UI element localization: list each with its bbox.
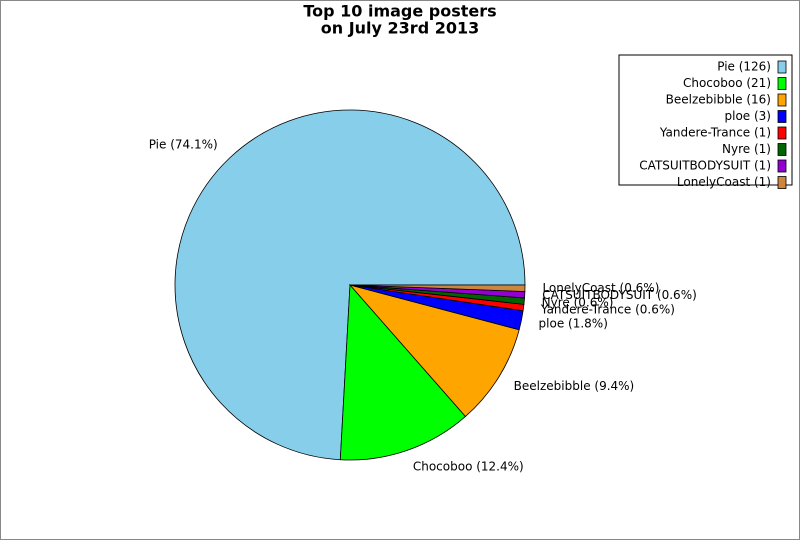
legend-box	[618, 54, 793, 186]
slice-label: Nyre (0.6%)	[542, 295, 614, 309]
legend-swatch	[777, 110, 787, 123]
legend-swatch	[777, 93, 787, 107]
legend-swatch	[777, 60, 787, 74]
legend-swatch	[777, 159, 787, 173]
slice-label: Yandere-Trance (0.6%)	[540, 302, 675, 316]
pie-slice	[339, 284, 467, 461]
legend-label: Nyre (1)	[722, 142, 771, 156]
slice-label: Beelzebibble (9.4%)	[514, 379, 635, 393]
legend-label: Chocoboo (21)	[683, 76, 771, 90]
legend-label: LonelyCoast (1)	[677, 175, 771, 189]
slice-label: LonelyCoast (0.6%)	[542, 281, 659, 295]
legend-label: ploe (3)	[725, 109, 772, 123]
legend-swatch	[777, 176, 787, 189]
legend-swatch	[777, 77, 787, 90]
slice-label: CATSUITBODYSUIT (0.6%)	[542, 288, 697, 302]
chart-title: on July 23rd 2013	[321, 19, 480, 38]
pie-slice	[348, 284, 520, 418]
legend-label: Pie (126)	[717, 60, 771, 74]
slice-label: Chocoboo (12.4%)	[413, 459, 524, 473]
slice-label: ploe (1.8%)	[539, 316, 608, 330]
pie-slice	[349, 284, 526, 292]
legend-label: Yandere-Trance (1)	[659, 126, 771, 140]
legend-label: Beelzebibble (16)	[666, 93, 771, 107]
legend-label: CATSUITBODYSUIT (1)	[639, 159, 771, 173]
slice-label: Pie (74.1%)	[149, 138, 218, 152]
legend-swatch	[777, 143, 787, 156]
legend-swatch	[777, 126, 787, 140]
chart-title: Top 10 image posters	[303, 2, 496, 21]
